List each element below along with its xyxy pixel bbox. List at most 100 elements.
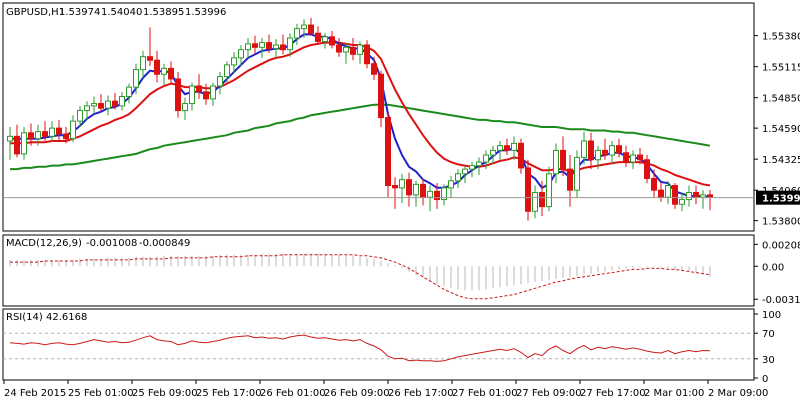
price-axis-label: 1.55115: [762, 63, 800, 74]
candle-body: [49, 127, 55, 137]
macd-axis-label: 0.002088: [762, 240, 800, 251]
time-axis-label: 26 Feb 17:00: [388, 388, 454, 399]
candle-body: [168, 67, 174, 80]
candle-body: [322, 36, 328, 42]
candle-body: [518, 142, 524, 169]
candle-body: [462, 168, 468, 175]
last-price-tag: 1.53996: [756, 190, 800, 205]
candle-body: [616, 145, 622, 154]
candle-body: [434, 190, 440, 201]
candle-body: [161, 67, 167, 75]
candle-body: [525, 167, 531, 212]
candle-body: [581, 140, 587, 158]
candle-body: [560, 149, 566, 170]
time-axis-label: 26 Feb 01:00: [260, 388, 326, 399]
price-axis-label: 1.54590: [762, 124, 800, 135]
rsi-axis-label: 0: [762, 374, 768, 385]
candle-body: [567, 168, 573, 191]
time-axis-label: 27 Feb 01:00: [452, 388, 518, 399]
candle-body: [686, 192, 692, 201]
time-axis-label: 25 Feb 01:00: [68, 388, 134, 399]
last-price-tag-label: 1.53996: [762, 194, 800, 205]
rsi-axis: 100 70 30 0: [754, 310, 781, 385]
time-axis-label: 25 Feb 09:00: [132, 388, 198, 399]
macd-axis-label: 0.00: [762, 262, 784, 273]
macd-histogram: [9, 253, 711, 291]
candlesticks: [7, 18, 713, 221]
candle-body: [546, 173, 552, 208]
candle-body: [644, 159, 650, 179]
candle-body: [224, 64, 230, 78]
candle-body: [497, 145, 503, 151]
candle-body: [7, 135, 13, 142]
candle-body: [385, 117, 391, 187]
candle-body: [665, 185, 671, 198]
candle-body: [609, 145, 615, 156]
candle-body: [343, 46, 349, 53]
candle-body: [364, 44, 370, 65]
candle-body: [126, 86, 132, 98]
ohlc-open: 1.53974: [59, 7, 100, 18]
candle-body: [455, 173, 461, 182]
candle-body: [119, 96, 125, 107]
macd-panel: MACD(12,26,9) -0.001008 -0.000849: [2, 234, 755, 307]
candle-body: [476, 161, 482, 167]
candle-body: [84, 105, 90, 112]
ohlc-high: 1.54040: [101, 7, 142, 18]
price-axis-label: 1.55380: [762, 32, 800, 43]
candle-body: [287, 37, 293, 51]
candle-body: [14, 135, 20, 155]
candle-body: [511, 142, 517, 151]
candle-body: [147, 56, 153, 61]
candle-body: [651, 177, 657, 191]
candle-body: [140, 56, 146, 71]
candle-body: [707, 194, 713, 198]
candle-body: [693, 192, 699, 198]
time-axis-label: 25 Feb 17:00: [196, 388, 262, 399]
candle-body: [196, 85, 202, 93]
candle-body: [280, 44, 286, 51]
ohlc-close: 1.53996: [185, 7, 226, 18]
candle-body: [98, 103, 104, 109]
candle-body: [406, 179, 412, 196]
candle-body: [630, 154, 636, 163]
candle-body: [357, 44, 363, 55]
candle-body: [336, 44, 342, 53]
candle-body: [623, 152, 629, 163]
candle-body: [329, 36, 335, 46]
rsi-axis-label: 70: [762, 329, 775, 340]
candle-body: [28, 132, 34, 140]
candle-body: [189, 85, 195, 105]
macd-axis-label: -0.003142: [762, 295, 800, 306]
candle-body: [21, 132, 27, 155]
time-axis-label: 27 Feb 17:00: [580, 388, 646, 399]
candle-body: [602, 149, 608, 156]
candle-body: [532, 192, 538, 212]
price-panel: [2, 2, 755, 232]
macd-value: -0.001008: [86, 238, 137, 249]
candle-body: [238, 49, 244, 59]
macd-title: MACD(12,26,9): [6, 238, 82, 249]
candle-body: [504, 145, 510, 151]
candle-body: [133, 69, 139, 88]
candle-body: [77, 110, 83, 122]
candle-body: [154, 59, 160, 75]
macd-signal-line: [10, 254, 711, 300]
candle-body: [392, 185, 398, 189]
candle-body: [399, 179, 405, 189]
rsi-axis-label: 100: [762, 310, 781, 321]
candle-body: [308, 24, 314, 34]
candle-body: [42, 131, 48, 137]
candle-body: [203, 91, 209, 100]
candle-body: [588, 140, 594, 161]
rsi-line: [9, 334, 711, 362]
candle-body: [105, 100, 111, 109]
candle-body: [91, 103, 97, 107]
candle-body: [252, 43, 258, 48]
candle-body: [574, 156, 580, 191]
candle-body: [217, 76, 223, 87]
candle-body: [448, 180, 454, 189]
candle-body: [70, 120, 76, 140]
